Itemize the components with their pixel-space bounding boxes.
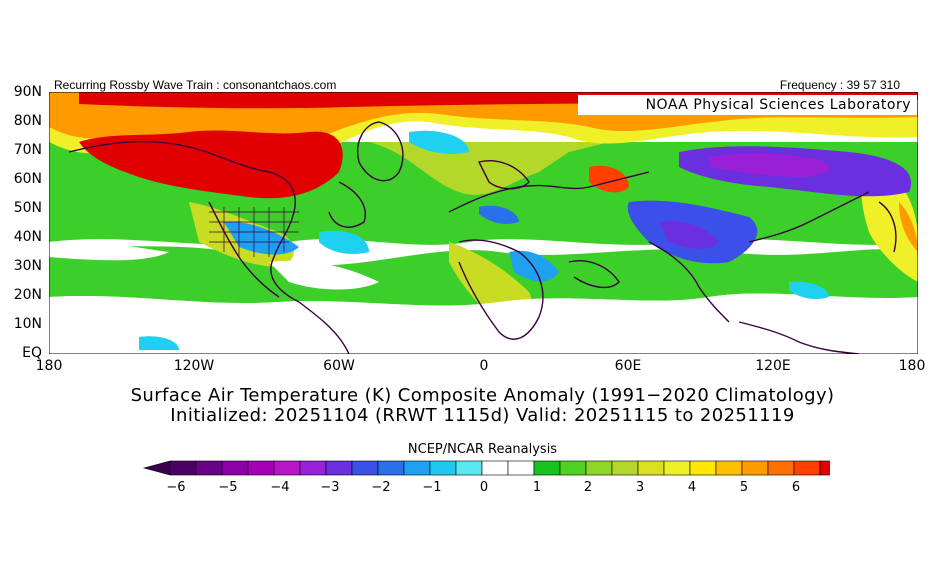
header-source-text: Recurring Rossby Wave Train : consonantc… bbox=[54, 78, 337, 92]
colorbar-swatch bbox=[403, 460, 431, 476]
colorbar-tick-label: 6 bbox=[791, 480, 801, 495]
colorbar-swatch bbox=[299, 460, 327, 476]
lon-label: 0 bbox=[479, 358, 489, 374]
colorbar-tick-label: −2 bbox=[371, 480, 391, 495]
anomaly-map bbox=[49, 92, 918, 354]
colorbar-swatch bbox=[819, 460, 830, 476]
anomaly-region-white-pacific bbox=[49, 293, 918, 354]
colorbar-tick-label: 0 bbox=[479, 480, 489, 495]
anomaly-region-cyan-pacific-east bbox=[789, 281, 829, 300]
colorbar-swatch bbox=[221, 460, 249, 476]
state-borders bbox=[209, 207, 299, 257]
anomaly-region-cyan-europe bbox=[479, 205, 519, 225]
lat-label: 50N bbox=[13, 200, 42, 216]
lat-label: 80N bbox=[13, 113, 42, 129]
colorbar-swatch bbox=[533, 460, 561, 476]
lon-label: 60E bbox=[614, 358, 642, 374]
colorbar-swatch bbox=[715, 460, 743, 476]
colorbar-arrow-left bbox=[142, 460, 171, 476]
anomaly-region-yellowgreen-atlantic bbox=[369, 142, 609, 195]
colorbar-swatch bbox=[663, 460, 691, 476]
colorbar-tick-label: −1 bbox=[422, 480, 442, 495]
colorbar-swatch bbox=[741, 460, 769, 476]
lat-label: EQ bbox=[22, 345, 42, 361]
colorbar-swatch bbox=[247, 460, 275, 476]
colorbar-label: NCEP/NCAR Reanalysis bbox=[407, 442, 558, 457]
colorbar-swatch bbox=[507, 460, 535, 476]
map-canvas bbox=[49, 92, 918, 354]
colorbar-swatch bbox=[585, 460, 613, 476]
colorbar-tick-label: −3 bbox=[320, 480, 340, 495]
colorbar-swatch bbox=[325, 460, 353, 476]
anomaly-region-lightblue-namerica bbox=[224, 221, 299, 255]
noaa-label: NOAA Physical Sciences Laboratory bbox=[578, 95, 917, 115]
lon-label: 180 bbox=[898, 358, 926, 374]
anomaly-region-purple-siberia bbox=[709, 153, 830, 177]
colorbar-tick-label: −6 bbox=[166, 480, 186, 495]
colorbar-swatch bbox=[689, 460, 717, 476]
lat-label: 20N bbox=[13, 287, 42, 303]
anomaly-region-cyan-africa bbox=[509, 250, 559, 282]
lat-label: 40N bbox=[13, 229, 42, 245]
colorbar-swatch bbox=[611, 460, 639, 476]
lat-label: 10N bbox=[13, 316, 42, 332]
colorbar-swatch bbox=[195, 460, 223, 476]
colorbar-tick-label: 1 bbox=[532, 480, 542, 495]
colorbar-tick-label: −5 bbox=[218, 480, 238, 495]
anomaly-region-cyan-greenland bbox=[409, 130, 469, 154]
colorbar-swatch bbox=[377, 460, 405, 476]
colorbar-tick-label: −4 bbox=[270, 480, 290, 495]
colorbar-swatch bbox=[793, 460, 821, 476]
lat-label: 70N bbox=[13, 142, 42, 158]
anomaly-region-cyan-atlantic bbox=[319, 230, 369, 254]
lat-label: 90N bbox=[13, 84, 42, 100]
colorbar-swatch bbox=[559, 460, 587, 476]
anomaly-region-white-atlantic bbox=[269, 260, 379, 290]
colorbar-tick-label: 3 bbox=[635, 480, 645, 495]
anomaly-region-white-pacific-north bbox=[49, 240, 169, 261]
colorbar-swatch bbox=[273, 460, 301, 476]
colorbar-swatch bbox=[767, 460, 795, 476]
colorbar-swatch bbox=[429, 460, 457, 476]
lat-label: 30N bbox=[13, 258, 42, 274]
lon-label: 120W bbox=[173, 358, 215, 374]
map-title-line2: Initialized: 20251104 (RRWT 1115d) Valid… bbox=[170, 405, 795, 426]
anomaly-region-red-siberia bbox=[589, 165, 629, 193]
colorbar-swatch bbox=[481, 460, 509, 476]
anomaly-region-red-north-america bbox=[79, 130, 343, 199]
colorbar bbox=[142, 460, 830, 476]
header-frequency-text: Frequency : 39 57 310 bbox=[779, 78, 900, 92]
colorbar-swatch bbox=[169, 460, 197, 476]
lat-label: 60N bbox=[13, 171, 42, 187]
colorbar-tick-label: 5 bbox=[739, 480, 749, 495]
coastlines bbox=[68, 121, 897, 354]
lon-label: 180 bbox=[35, 358, 63, 374]
colorbar-swatch bbox=[637, 460, 665, 476]
lon-label: 120E bbox=[755, 358, 791, 374]
lon-label: 60W bbox=[323, 358, 355, 374]
map-title-line1: Surface Air Temperature (K) Composite An… bbox=[130, 385, 835, 406]
anomaly-region-cyan-tropics bbox=[139, 336, 179, 350]
anomaly-region-orange-pacific bbox=[899, 202, 918, 252]
anomaly-region-darkblue-asia bbox=[659, 220, 719, 249]
colorbar-tick-label: 4 bbox=[687, 480, 697, 495]
colorbar-swatch bbox=[351, 460, 379, 476]
colorbar-swatch bbox=[455, 460, 483, 476]
colorbar-tick-label: 2 bbox=[583, 480, 593, 495]
